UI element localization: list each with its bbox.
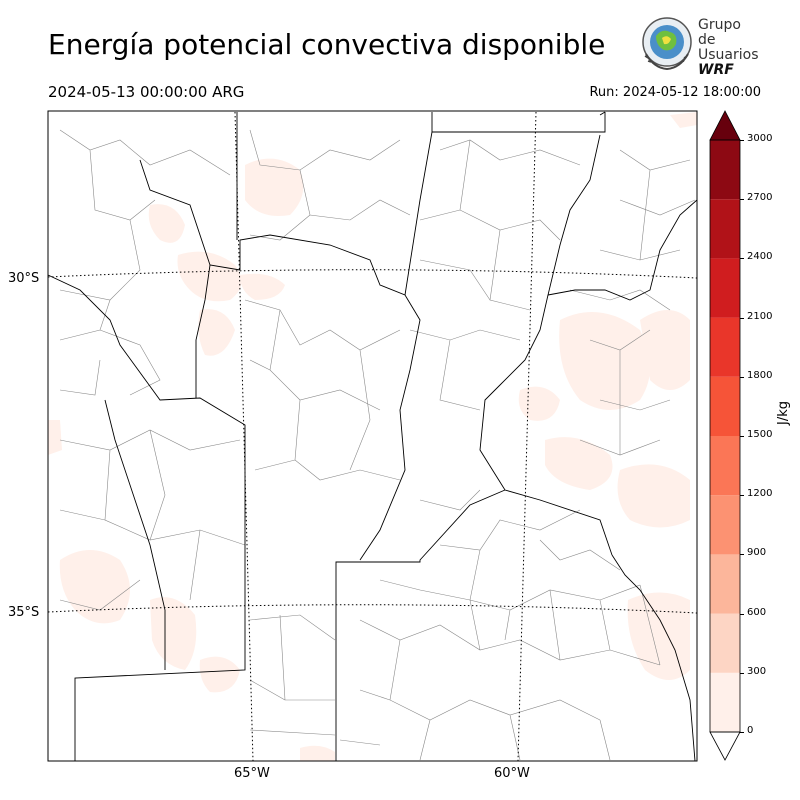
colorbar-tick-mark [740, 436, 744, 437]
colorbar-tick-mark [740, 732, 744, 733]
colorbar-segment [710, 672, 740, 732]
colorbar-tick-label: 600 [747, 606, 767, 618]
colorbar-tick-label: 2400 [747, 251, 773, 263]
colorbar-segment [710, 436, 740, 496]
colorbar-tick-mark [740, 199, 744, 201]
lat-label-30s: 30°S [8, 271, 40, 286]
colorbar-tick-label: 1800 [747, 369, 773, 381]
colorbar-tick-label: 3000 [747, 133, 773, 144]
colorbar-segment [710, 199, 740, 259]
run-time: Run: 2024-05-12 18:00:00 [589, 85, 761, 100]
colorbar-tick-mark [740, 140, 744, 141]
globe-logo-icon [642, 17, 692, 71]
colorbar-segment [710, 140, 740, 200]
valid-time: 2024-05-13 00:00:00 ARG [48, 83, 245, 101]
colorbar-tick-mark [740, 554, 744, 556]
colorbar [709, 110, 741, 761]
colorbar-tick-label: 1500 [747, 429, 773, 440]
logo-line-3: WRF [698, 62, 734, 78]
colorbar-tick-mark [740, 376, 744, 378]
colorbar-tick-label: 0 [747, 725, 754, 736]
provincial-boundaries [48, 111, 697, 761]
map-frame [47, 110, 698, 762]
colorbar-tick-label: 300 [747, 665, 767, 677]
colorbar-tick-mark [740, 258, 744, 260]
lon-label-65w: 65°W [234, 766, 270, 781]
colorbar-under-arrow [709, 731, 741, 761]
colorbar-segment [710, 613, 740, 673]
colorbar-segment [710, 317, 740, 377]
lon-label-60w: 60°W [494, 766, 530, 781]
colorbar-tick-mark [740, 613, 744, 615]
colorbar-tick-label: 2700 [747, 192, 773, 204]
colorbar-tick-label: 900 [747, 547, 767, 559]
lat-label-35s: 35°S [8, 605, 40, 620]
colorbar-units: J/kg [776, 401, 791, 425]
colorbar-tick-mark [740, 317, 744, 319]
colorbar-tick-label: 2100 [747, 310, 773, 322]
group-logo: Grupo de Usuarios WRF [638, 14, 759, 78]
colorbar-segment [710, 258, 740, 318]
colorbar-segment [710, 554, 740, 614]
cape-shading [48, 112, 697, 761]
logo-line-2: Usuarios [698, 47, 759, 63]
colorbar-tick-label: 1200 [747, 488, 773, 500]
colorbar-tick-mark [740, 495, 744, 497]
colorbar-segment [710, 376, 740, 436]
colorbar-segment [710, 495, 740, 555]
colorbar-over-arrow [709, 110, 741, 141]
colorbar-tick-mark [740, 672, 744, 674]
logo-line-1: Grupo de [698, 17, 741, 48]
graticule [48, 111, 697, 761]
page-title: Energía potencial convectiva disponible [48, 28, 606, 61]
